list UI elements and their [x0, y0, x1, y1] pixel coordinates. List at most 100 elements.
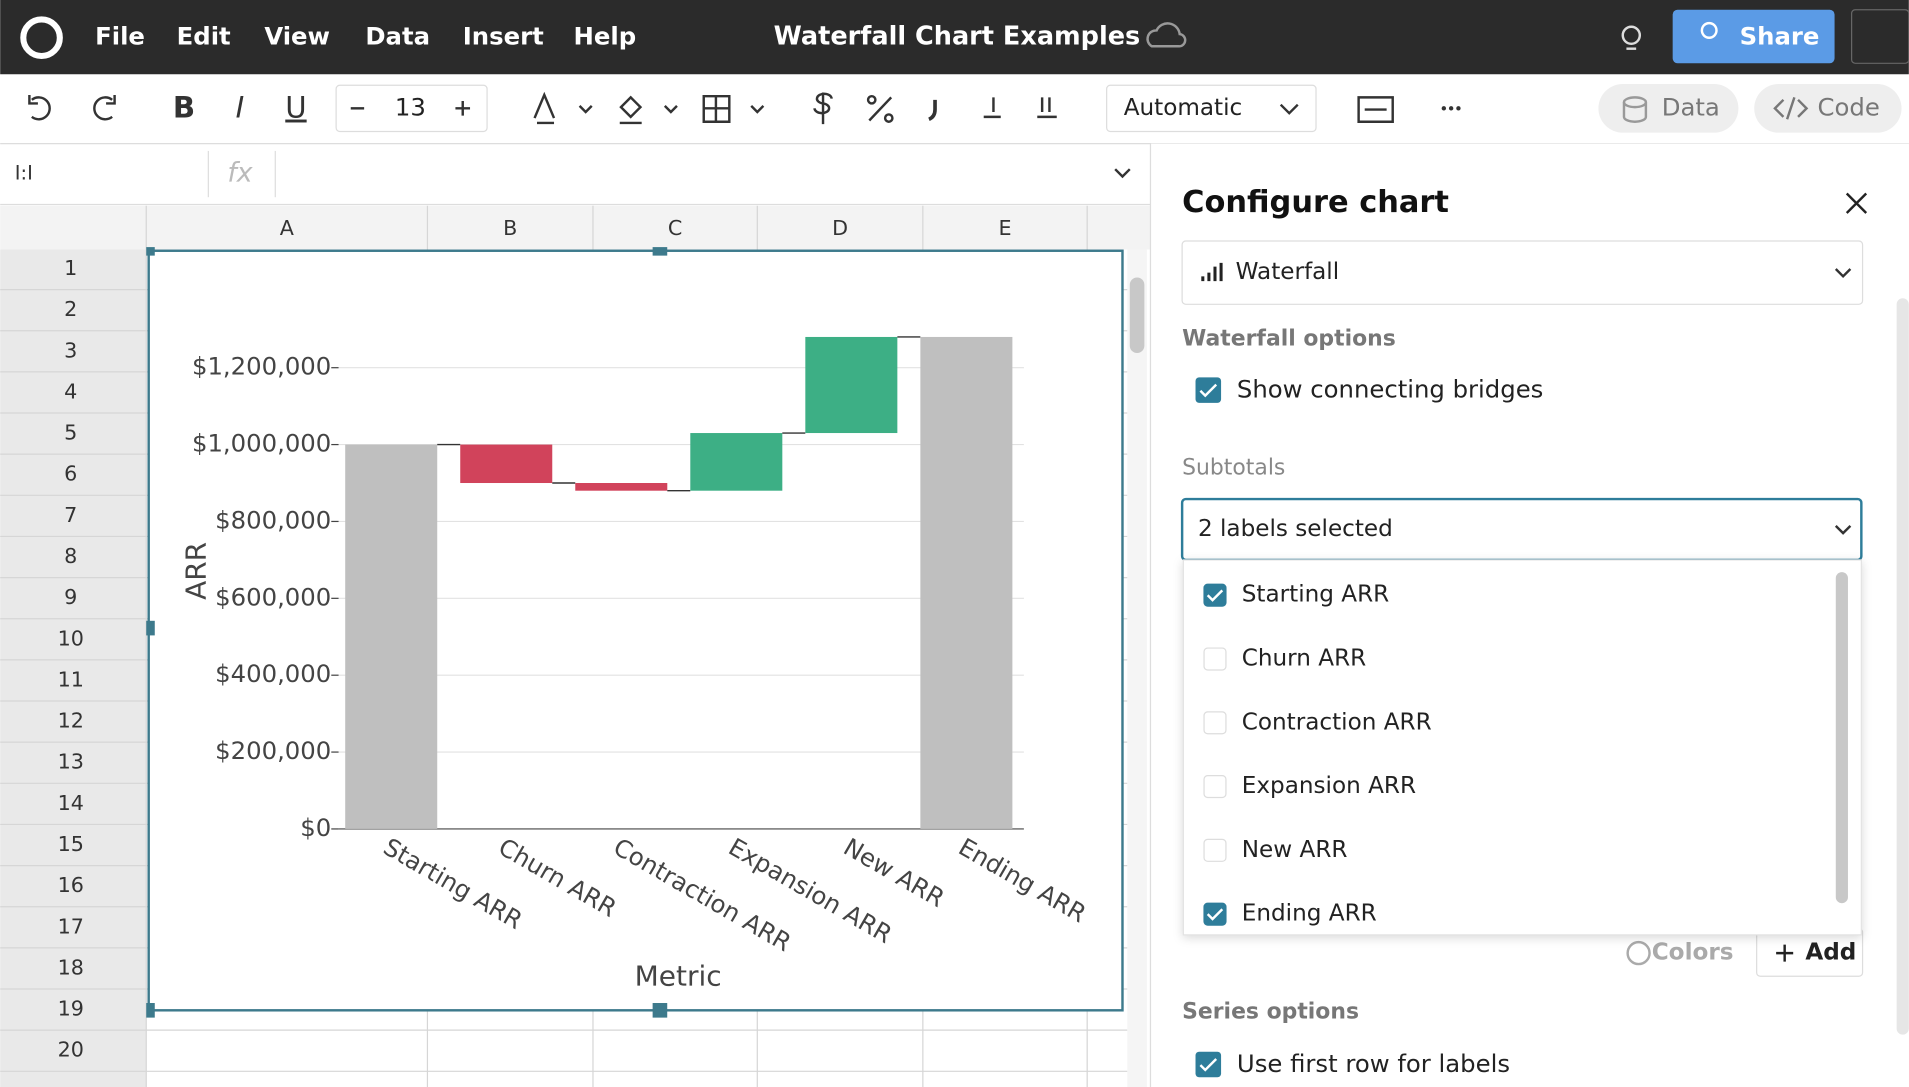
checkbox[interactable] — [1203, 775, 1227, 799]
percent[interactable] — [868, 96, 893, 122]
comma[interactable] — [928, 99, 937, 121]
row-label: 4 — [64, 379, 77, 403]
check — [1199, 1058, 1218, 1072]
y-tick-label: $1,200,000 — [192, 352, 331, 381]
close-button[interactable] — [1845, 192, 1868, 214]
row-label: 5 — [64, 421, 77, 445]
percent-dot — [883, 113, 894, 123]
row-label: 15 — [58, 832, 84, 856]
format-select[interactable] — [1106, 84, 1317, 133]
checkbox-label[interactable]: Show connecting bridges — [1237, 375, 1543, 404]
style-button[interactable]: B — [173, 91, 195, 125]
row-label: 2 — [64, 297, 77, 321]
row-label: 14 — [58, 791, 84, 815]
checkbox[interactable] — [1203, 711, 1227, 735]
checkbox[interactable] — [1203, 647, 1227, 671]
row-label: 17 — [58, 914, 84, 938]
bar — [345, 444, 438, 829]
chart-type[interactable]: Waterfall — [1236, 259, 1339, 285]
option-label[interactable]: Starting ARR — [1242, 582, 1389, 608]
row-label: 3 — [64, 338, 77, 362]
resize-handles[interactable] — [146, 247, 668, 1018]
sheet-scrollbar[interactable] — [1127, 249, 1147, 1087]
more[interactable] — [1441, 106, 1461, 111]
top-bar — [0, 0, 1909, 75]
add-label[interactable]: Add — [1805, 940, 1856, 966]
data-icon — [1622, 102, 1648, 123]
style-button[interactable]: U — [285, 91, 306, 125]
panel-title: Configure chart — [1182, 185, 1449, 220]
checkbox[interactable] — [1203, 838, 1227, 862]
colors-button[interactable]: Colors — [1652, 940, 1734, 966]
y-tick-label: $600,000 — [215, 582, 331, 611]
option-label[interactable]: Expansion ARR — [1242, 773, 1416, 799]
y-tick-label: $0 — [300, 813, 331, 842]
formula-expand[interactable] — [1114, 168, 1131, 179]
currency[interactable] — [813, 92, 833, 125]
font-size-box — [335, 84, 488, 133]
x-axis-label: Metric — [635, 959, 722, 992]
row-label: 8 — [64, 544, 77, 568]
checkbox[interactable] — [1195, 1051, 1222, 1078]
text-color[interactable] — [533, 91, 556, 125]
row-label: 9 — [64, 585, 77, 609]
share-label[interactable]: Share — [1740, 22, 1820, 51]
checkbox[interactable] — [1195, 377, 1222, 403]
cell-ref[interactable]: I:I — [15, 162, 33, 185]
menu-item[interactable]: Edit — [177, 22, 231, 51]
code-label[interactable]: Code — [1818, 92, 1880, 121]
row-label: 20 — [58, 1038, 84, 1062]
y-tick-label: $1,000,000 — [192, 429, 331, 458]
check — [1206, 589, 1224, 602]
undo[interactable] — [28, 94, 51, 121]
subtotals-dropdown — [1182, 559, 1862, 936]
code-button[interactable] — [1754, 83, 1902, 133]
subtotals-value[interactable]: 2 labels selected — [1198, 516, 1393, 542]
check — [1206, 908, 1224, 921]
dropdown-scrollbar[interactable] — [1835, 572, 1848, 904]
panel-scrollbar[interactable] — [1896, 298, 1909, 1035]
checkbox-label[interactable]: Use first row for labels — [1237, 1049, 1510, 1078]
option-label[interactable]: Ending ARR — [1242, 901, 1377, 927]
bar — [920, 336, 1013, 829]
fx-label: fx — [227, 158, 253, 189]
chart-type-select[interactable] — [1181, 240, 1864, 305]
checkbox[interactable] — [1203, 583, 1227, 607]
checkbox[interactable] — [1203, 902, 1227, 926]
row-label: 19 — [58, 997, 84, 1021]
menu-item[interactable]: Help — [574, 22, 637, 51]
doc-title[interactable]: Waterfall Chart Examples — [774, 22, 1141, 52]
menu-item[interactable]: File — [95, 22, 145, 51]
format-label[interactable]: Automatic — [1124, 95, 1243, 121]
menu-item[interactable]: Data — [365, 22, 430, 51]
option-label[interactable]: Contraction ARR — [1242, 709, 1432, 735]
dropdown-arrows[interactable] — [578, 105, 765, 114]
column-label: B — [503, 216, 517, 240]
section-label: Series options — [1182, 1000, 1359, 1025]
option-label[interactable]: New ARR — [1242, 837, 1348, 863]
colors-icon — [1626, 940, 1651, 966]
column-label: E — [998, 216, 1011, 240]
menu-item[interactable]: Insert — [463, 22, 544, 51]
fill-color[interactable] — [619, 95, 643, 125]
font-size[interactable]: 13 — [395, 92, 426, 121]
section-label: Subtotals — [1182, 456, 1285, 481]
menu-item[interactable]: View — [264, 22, 330, 51]
wrap[interactable] — [1357, 96, 1394, 123]
column-header — [0, 205, 1151, 250]
theme-icon[interactable] — [1621, 25, 1642, 50]
sheet-scroll-thumb[interactable] — [1129, 277, 1145, 354]
option-label[interactable]: Churn ARR — [1242, 646, 1366, 672]
borders[interactable] — [702, 94, 731, 123]
cloud-icon — [1146, 22, 1187, 48]
bar — [805, 336, 898, 434]
style-button[interactable]: I — [236, 91, 245, 125]
increase-size[interactable] — [455, 101, 471, 116]
redo[interactable] — [93, 94, 116, 121]
data-label[interactable]: Data — [1662, 92, 1720, 121]
column-label: A — [280, 216, 294, 240]
row-label: 6 — [64, 462, 77, 486]
logo[interactable] — [20, 16, 63, 60]
decimals[interactable] — [983, 97, 1057, 119]
